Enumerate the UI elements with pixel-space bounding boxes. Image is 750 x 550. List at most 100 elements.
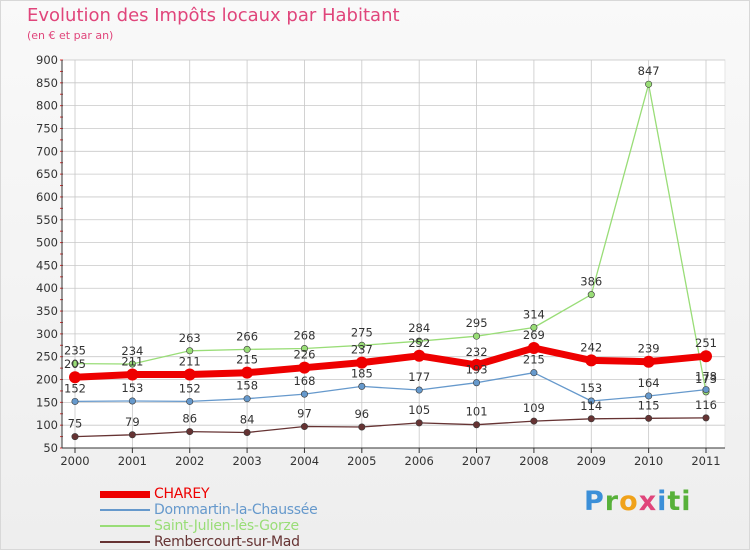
data-point-rembercourt	[71, 433, 79, 441]
data-label-dommartin: 152	[64, 381, 86, 395]
y-tick-label: 350	[36, 304, 58, 318]
data-point-rembercourt	[645, 414, 653, 422]
data-label-dommartin: 152	[179, 381, 201, 395]
x-tick-label: 2003	[232, 454, 261, 468]
plot-area	[61, 59, 726, 449]
data-label-dommartin: 164	[638, 376, 660, 390]
brand-letter: o	[619, 486, 639, 517]
data-point-dommartin	[243, 395, 251, 403]
y-tick-label: 550	[36, 213, 58, 227]
y-tick-label: 850	[36, 76, 58, 90]
brand-letter: i	[657, 486, 668, 517]
x-tick-label: 2005	[347, 454, 376, 468]
y-tick-label: 150	[36, 395, 58, 409]
data-point-charey	[527, 342, 540, 355]
data-point-dommartin	[300, 390, 308, 398]
data-point-charey	[183, 368, 196, 381]
x-tick-label: 2010	[634, 454, 663, 468]
y-tick-label: 200	[36, 373, 58, 387]
legend-label-dommartin: Dommartin-la-Chaussée	[154, 502, 318, 518]
data-point-dommartin	[358, 382, 366, 390]
data-label-rembercourt: 79	[125, 415, 140, 429]
data-point-dommartin	[645, 392, 653, 400]
data-label-rembercourt: 114	[580, 399, 602, 413]
data-point-saint-julien	[300, 344, 308, 352]
brand-letter: r	[604, 486, 620, 517]
data-label-dommartin: 177	[408, 370, 430, 384]
y-tick-label: 400	[36, 281, 58, 295]
brand-letter: x	[638, 486, 658, 517]
data-point-saint-julien	[243, 345, 251, 353]
data-point-charey	[241, 366, 254, 379]
y-tick-label: 800	[36, 99, 58, 113]
chart-subtitle: (en € et par an)	[27, 29, 114, 42]
data-point-rembercourt	[358, 423, 366, 431]
series-line-saint-julien	[74, 83, 707, 393]
chart-title: Evolution des Impôts locaux par Habitant	[27, 5, 400, 26]
data-point-dommartin	[702, 386, 710, 394]
data-point-dommartin	[71, 397, 79, 405]
data-label-charey: 242	[580, 340, 602, 354]
data-point-charey	[700, 350, 712, 363]
data-point-charey	[585, 354, 598, 367]
data-point-charey	[413, 349, 426, 362]
data-point-rembercourt	[587, 415, 595, 423]
legend-item-dommartin[interactable]: Dommartin-la-Chaussée	[100, 502, 420, 518]
data-label-rembercourt: 86	[182, 412, 197, 426]
data-label-dommartin: 158	[236, 379, 258, 393]
data-point-saint-julien	[71, 360, 79, 368]
data-label-rembercourt: 115	[638, 398, 660, 412]
legend-item-saint-julien[interactable]: Saint-Julien-lès-Gorze	[100, 518, 420, 534]
brand-logo: Proxiti	[584, 486, 692, 517]
data-label-dommartin: 178	[695, 370, 717, 384]
legend-item-charey[interactable]: CHAREY	[100, 486, 420, 502]
y-tick-label: 600	[36, 190, 58, 204]
data-label-charey: 269	[523, 328, 545, 342]
legend-swatch-saint-julien	[100, 525, 150, 527]
data-point-saint-julien	[587, 291, 595, 299]
data-point-charey	[298, 361, 311, 374]
data-point-charey	[69, 371, 81, 384]
data-label-rembercourt: 101	[466, 405, 488, 419]
data-label-charey: 232	[466, 345, 488, 359]
x-tick-label: 2009	[577, 454, 606, 468]
data-point-dommartin	[473, 379, 481, 387]
legend-label-charey: CHAREY	[154, 486, 210, 502]
data-point-charey	[642, 355, 655, 368]
data-label-rembercourt: 97	[297, 407, 312, 421]
data-point-saint-julien	[645, 80, 653, 88]
data-point-charey	[470, 358, 483, 371]
data-label-saint-julien: 173	[695, 372, 717, 386]
legend-swatch-rembercourt	[100, 541, 150, 543]
data-point-dommartin	[186, 397, 194, 405]
data-label-saint-julien: 847	[638, 64, 660, 78]
y-tick-label: 50	[43, 441, 58, 455]
legend-swatch-dommartin	[100, 509, 150, 511]
y-tick-label: 250	[36, 350, 58, 364]
data-point-charey	[126, 368, 139, 381]
data-point-dommartin	[128, 397, 136, 405]
data-point-saint-julien	[186, 347, 194, 355]
data-point-rembercourt	[243, 428, 251, 436]
data-point-rembercourt	[702, 414, 710, 422]
data-point-rembercourt	[415, 419, 423, 427]
data-point-saint-julien	[473, 332, 481, 340]
y-tick-label: 450	[36, 258, 58, 272]
data-label-saint-julien: 284	[408, 321, 430, 335]
x-tick-label: 2011	[691, 454, 720, 468]
data-label-rembercourt: 96	[354, 407, 369, 421]
data-label-dommartin: 185	[351, 366, 373, 380]
data-label-charey: 226	[293, 348, 315, 362]
legend-item-rembercourt[interactable]: Rembercourt-sur-Mad	[100, 534, 420, 550]
x-tick-label: 2004	[290, 454, 319, 468]
data-label-charey: 251	[695, 336, 717, 350]
data-label-saint-julien: 275	[351, 325, 373, 339]
data-label-rembercourt: 75	[68, 417, 83, 431]
data-label-charey: 211	[179, 355, 201, 369]
data-label-dommartin: 215	[523, 353, 545, 367]
data-label-charey: 215	[236, 353, 258, 367]
y-tick-label: 500	[36, 236, 58, 250]
x-tick-label: 2008	[519, 454, 548, 468]
y-tick-label: 750	[36, 121, 58, 135]
